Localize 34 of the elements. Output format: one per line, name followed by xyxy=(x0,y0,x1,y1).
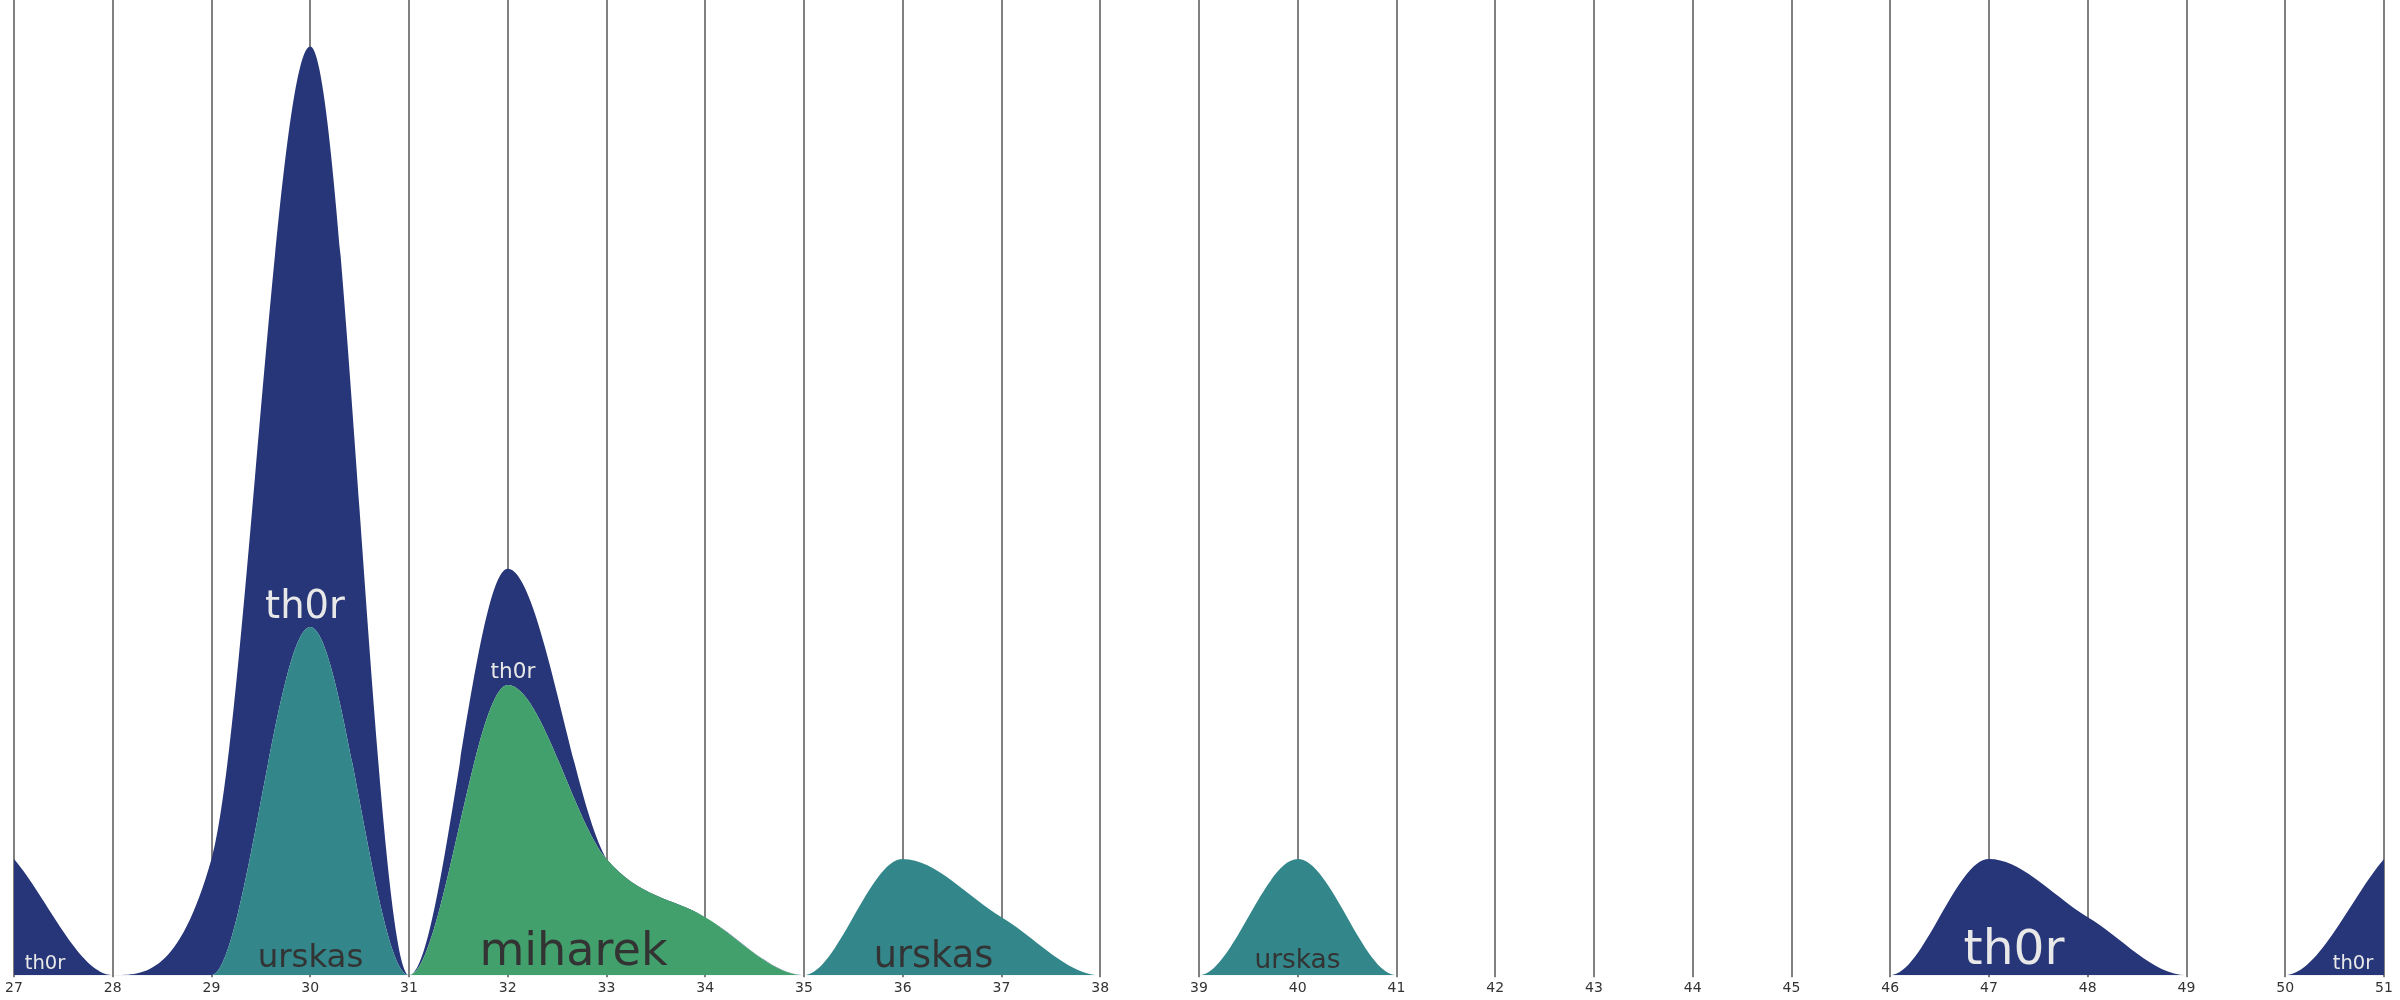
text: urskas xyxy=(1254,943,1341,975)
x-tick-label: 34 xyxy=(696,979,715,996)
x-tick-label: 44 xyxy=(1683,979,1702,996)
x-tick-label: 27 xyxy=(5,979,23,996)
x-tick-label: 37 xyxy=(992,979,1011,996)
series-label: th0r xyxy=(1963,919,2065,976)
x-tick-label: 29 xyxy=(202,979,221,996)
text: th0r xyxy=(265,581,345,627)
x-tick-label: 32 xyxy=(498,979,517,996)
series-label: urskas xyxy=(257,937,364,976)
x-tick-label: 43 xyxy=(1585,979,1603,996)
x-tick-label: 50 xyxy=(2276,979,2295,996)
x-tick-label: 49 xyxy=(2177,979,2196,996)
text: urskas xyxy=(873,932,994,976)
x-tick-label: 39 xyxy=(1190,979,1208,996)
x-tick-label: 31 xyxy=(400,979,418,996)
x-tick-label: 41 xyxy=(1387,979,1406,996)
x-tick-label: 48 xyxy=(2078,979,2097,996)
x-tick-label: 42 xyxy=(1486,979,1505,996)
x-tick-label: 46 xyxy=(1881,979,1900,996)
x-tick-label: 51 xyxy=(2375,979,2393,996)
text: th0r xyxy=(24,951,66,975)
x-tick-label: 45 xyxy=(1782,979,1801,996)
series-label: miharek xyxy=(479,921,668,976)
x-tick-label: 30 xyxy=(301,979,320,996)
x-tick-label: 47 xyxy=(1980,979,1998,996)
x-tick-label: 35 xyxy=(795,979,813,996)
x-tick-label: 40 xyxy=(1288,979,1307,996)
x-tick-label: 28 xyxy=(103,979,122,996)
x-tick-label: 38 xyxy=(1091,979,1110,996)
x-tick-label: 36 xyxy=(893,979,912,996)
x-tick-label: 33 xyxy=(597,979,616,996)
text: th0r xyxy=(2332,951,2374,975)
text: th0r xyxy=(490,657,536,683)
